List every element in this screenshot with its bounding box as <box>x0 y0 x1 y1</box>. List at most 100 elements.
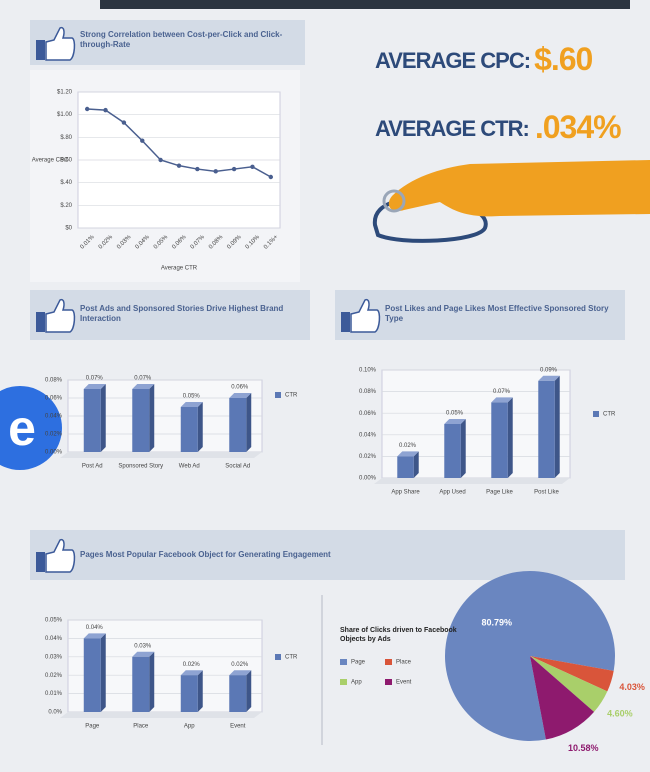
y-tick-label: 0.05% <box>45 618 63 624</box>
section-title: Post Ads and Sponsored Stories Drive Hig… <box>80 304 300 324</box>
y-tick-label: 0.0% <box>48 710 62 716</box>
bar-side <box>101 384 106 452</box>
y-tick-label: $0 <box>65 226 72 232</box>
x-tick-label: Page <box>85 724 100 730</box>
point <box>214 169 218 173</box>
logo-text: e <box>8 400 36 456</box>
value-label: 80.79% <box>481 618 512 628</box>
stat-label: AVERAGE CPC: <box>375 48 530 73</box>
y-tick-label: 0.04% <box>359 432 377 438</box>
stat: AVERAGE CTR:.034% <box>375 109 621 145</box>
point <box>250 165 254 169</box>
legend-swatch <box>593 411 599 417</box>
point <box>158 158 162 162</box>
value-label: 4.03% <box>619 682 645 692</box>
bar-side <box>149 384 154 452</box>
floor <box>60 452 262 458</box>
x-tick-label: App Used <box>439 490 465 496</box>
y-tick-label: 0.02% <box>359 454 377 460</box>
bar <box>84 638 101 712</box>
point <box>122 120 126 124</box>
legend-label: CTR <box>285 393 298 399</box>
value-label: 0.07% <box>493 389 511 395</box>
point <box>85 107 89 111</box>
legend-swatch <box>275 392 281 398</box>
y-tick-label: 0.10% <box>359 368 377 374</box>
stat-label: AVERAGE CTR: <box>375 116 529 141</box>
x-tick-label: Social Ad <box>225 464 250 470</box>
x-tick-label: Place <box>133 724 149 730</box>
bar <box>538 381 554 478</box>
hand <box>389 160 650 216</box>
value-label: 0.05% <box>446 411 464 417</box>
y-tick-label: 0.02% <box>45 673 63 679</box>
y-tick-label: 0.03% <box>45 654 63 660</box>
value-label: 0.04% <box>86 625 104 631</box>
legend-label: Place <box>396 660 412 666</box>
stat-value: $.60 <box>534 41 592 77</box>
value-label: 0.02% <box>231 662 249 668</box>
value-label: 0.05% <box>183 394 201 400</box>
point <box>103 108 107 112</box>
value-label: 0.02% <box>183 662 201 668</box>
legend-label: CTR <box>603 412 616 418</box>
icon-cuff <box>341 312 350 332</box>
x-tick-label: App <box>184 724 195 730</box>
x-tick-label: Post Like <box>534 490 559 496</box>
bar-side <box>149 652 154 712</box>
x-tick-label: App Share <box>391 490 420 496</box>
value-label: 0.09% <box>540 367 558 373</box>
y-tick-label: 0.00% <box>45 450 63 456</box>
y-tick-label: $1.00 <box>57 112 73 118</box>
legend-swatch <box>275 654 281 660</box>
icon-cuff <box>36 40 45 60</box>
x-tick-label: Web Ad <box>179 464 200 470</box>
bar <box>397 456 413 478</box>
value-label: 0.02% <box>399 443 417 449</box>
bar <box>491 402 507 478</box>
legend-swatch <box>340 659 347 665</box>
value-label: 4.60% <box>607 708 633 718</box>
icon-cuff <box>36 552 45 572</box>
y-tick-label: 0.08% <box>45 378 63 384</box>
value-label: 10.58% <box>568 743 599 753</box>
pie-title: Share of Clicks driven to Facebook Objec… <box>340 626 460 644</box>
icon-cuff <box>36 312 45 332</box>
bar <box>444 424 460 478</box>
floor <box>374 478 570 484</box>
y-tick-label: 0.04% <box>45 414 63 420</box>
y-tick-label: 0.04% <box>45 636 63 642</box>
bar <box>132 657 149 712</box>
point <box>140 139 144 143</box>
legend-label: App <box>351 680 362 686</box>
point <box>195 167 199 171</box>
value-label: 0.07% <box>86 376 104 382</box>
stat: AVERAGE CPC:$.60 <box>375 41 593 77</box>
bar-side <box>101 633 106 712</box>
y-tick-label: 0.02% <box>45 432 63 438</box>
y-tick-label: 0.06% <box>359 411 377 417</box>
point <box>232 167 236 171</box>
y-tick-label: $1.20 <box>57 90 73 96</box>
section-title: Pages Most Popular Facebook Object for G… <box>80 550 600 560</box>
bar <box>181 675 198 712</box>
y-tick-label: $.40 <box>60 180 72 186</box>
x-tick-label: Post Ad <box>82 464 103 470</box>
bar-side <box>198 670 203 712</box>
bar <box>229 675 246 712</box>
legend-label: Page <box>351 660 366 666</box>
bar-side <box>198 402 203 452</box>
legend-swatch <box>385 659 392 665</box>
legend-swatch <box>385 679 392 685</box>
y-tick-label: 0.00% <box>359 476 377 482</box>
bar <box>84 389 101 452</box>
y-tick-label: 0.01% <box>45 691 63 697</box>
value-label: 0.06% <box>231 385 249 391</box>
bar-side <box>508 397 513 478</box>
bar <box>229 398 246 452</box>
y-tick-label: 0.08% <box>359 389 377 395</box>
section-title: Strong Correlation between Cost-per-Clic… <box>80 30 300 50</box>
bar <box>132 389 149 452</box>
point <box>269 175 273 179</box>
bar <box>181 407 198 452</box>
